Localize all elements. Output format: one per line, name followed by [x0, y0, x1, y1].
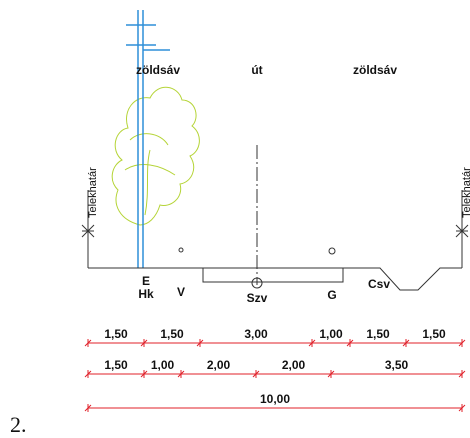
dimension-tick	[84, 404, 92, 412]
dimensions: 1,50 1,50 3,00 1,00 1,50 1,50 1,50 1,00 2,00 2,00…	[84, 327, 466, 412]
dimension-label: 1,50	[160, 327, 184, 341]
g-pipe	[328, 247, 336, 255]
dimension-tick	[458, 404, 466, 412]
dimension-tick	[346, 339, 354, 347]
dimension-tick	[252, 370, 260, 378]
dimension-tick	[177, 370, 185, 378]
dimension-tick	[308, 339, 316, 347]
dimension-tick	[140, 370, 148, 378]
dimension-label: 1,50	[104, 358, 128, 372]
utility-label: G	[327, 288, 336, 302]
utility-label: Csv	[368, 277, 390, 291]
ground-line	[88, 267, 462, 291]
dimension-label: 10,00	[260, 392, 290, 406]
dimension-label: 1,50	[422, 327, 446, 341]
utility-label: Szv	[247, 291, 268, 305]
dimension-label: 1,50	[366, 327, 390, 341]
dimension-tick	[458, 339, 466, 347]
boundary-label: Telekhatár	[461, 167, 470, 218]
dimension-label: 1,00	[319, 327, 343, 341]
utility-label: Hk	[138, 287, 154, 301]
dimension-label: 3,00	[244, 327, 268, 341]
zone-label: út	[251, 63, 262, 77]
dimension-tick	[140, 339, 148, 347]
szv-pipe	[251, 277, 263, 289]
dimension-label: 3,50	[385, 358, 409, 372]
dimension-label: 1,50	[104, 327, 128, 341]
dimension-tick	[402, 339, 410, 347]
boundary-label: Telekhatár	[87, 167, 99, 218]
dimension-tick	[327, 370, 335, 378]
pole	[126, 10, 170, 268]
zone-label: zöldsáv	[136, 63, 180, 77]
zone-label: zöldsáv	[353, 63, 397, 77]
v-pipe	[178, 247, 184, 253]
boundary-lines	[81, 190, 469, 268]
tree	[111, 86, 200, 226]
dimension-label: 2,00	[282, 358, 306, 372]
utility-label: V	[177, 285, 185, 299]
dimension-tick	[84, 370, 92, 378]
utility-label: E	[142, 274, 150, 288]
dimension-tick	[196, 339, 204, 347]
dimension-tick	[84, 339, 92, 347]
dimension-tick	[458, 370, 466, 378]
figure-number: 2.	[10, 412, 27, 437]
dimension-label: 1,00	[151, 358, 175, 372]
dimension-label: 2,00	[207, 358, 231, 372]
